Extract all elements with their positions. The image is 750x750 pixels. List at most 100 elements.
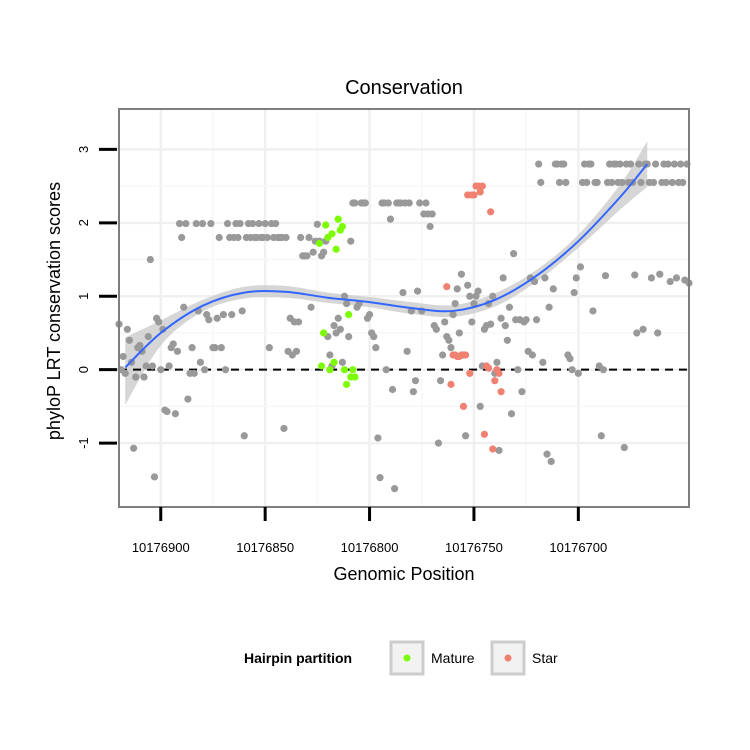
point-other <box>639 325 647 333</box>
point-other <box>432 325 440 333</box>
point-other <box>255 219 263 228</box>
point-mature <box>345 311 353 319</box>
point-other <box>436 377 445 385</box>
point-other <box>169 340 177 348</box>
point-other <box>537 178 545 187</box>
point-other <box>439 351 447 359</box>
y-tick-label: 3 <box>76 146 91 153</box>
point-star <box>466 369 474 377</box>
x-axis: 10176900 10176850 10176800 10176750 10176700 <box>132 507 607 555</box>
point-other <box>501 322 509 330</box>
point-other <box>374 434 382 442</box>
point-mature <box>322 221 330 229</box>
point-other <box>213 314 221 322</box>
legend-label-mature: Mature <box>431 650 475 666</box>
point-other <box>434 439 443 447</box>
point-other <box>409 388 417 396</box>
point-star <box>480 430 488 438</box>
point-other <box>666 277 674 286</box>
x-axis-title: Genomic Position <box>333 564 474 584</box>
point-mature <box>338 222 347 231</box>
point-other <box>670 160 678 168</box>
point-other <box>518 388 526 396</box>
point-other <box>132 373 140 381</box>
point-star <box>461 351 470 359</box>
point-other <box>562 178 570 187</box>
point-other <box>178 233 186 242</box>
point-other <box>576 263 585 271</box>
point-other <box>679 178 687 187</box>
point-other <box>468 318 476 326</box>
legend-key-mature-dot <box>403 654 411 662</box>
y-tick-label: 1 <box>76 293 91 300</box>
point-other <box>391 485 399 493</box>
point-other <box>583 178 591 187</box>
point-other <box>451 299 459 308</box>
point-other <box>303 252 311 260</box>
chart-title: Conservation <box>345 77 463 99</box>
point-other <box>672 274 681 282</box>
point-other <box>635 160 643 168</box>
point-other <box>601 272 610 280</box>
point-star <box>491 377 499 385</box>
point-other <box>539 358 547 366</box>
point-other <box>171 410 179 418</box>
point-star <box>470 191 478 199</box>
x-tick-label: 10176700 <box>549 540 607 555</box>
point-other <box>422 199 430 207</box>
point-other <box>282 233 290 242</box>
point-other <box>457 270 466 278</box>
y-tick-label: 2 <box>76 219 91 226</box>
point-other <box>211 344 219 352</box>
x-tick-label: 10176850 <box>236 540 294 555</box>
point-other <box>616 160 624 168</box>
grid <box>119 109 689 507</box>
point-other <box>236 219 244 228</box>
point-other <box>426 222 434 231</box>
y-tick-label: 0 <box>76 366 91 373</box>
legend: Hairpin partition Mature Star <box>244 640 558 676</box>
point-other <box>466 292 474 300</box>
point-other <box>372 344 380 352</box>
point-other <box>535 160 543 168</box>
point-other <box>121 369 129 377</box>
point-other <box>340 292 349 300</box>
point-mature <box>351 373 359 381</box>
point-other <box>165 362 173 370</box>
point-star <box>447 380 455 388</box>
point-other <box>545 303 553 311</box>
point-other <box>493 358 501 366</box>
point-other <box>338 358 347 366</box>
point-other <box>587 160 595 168</box>
point-other <box>626 160 635 168</box>
point-other <box>261 219 269 228</box>
point-other <box>307 303 315 311</box>
point-other <box>574 369 582 377</box>
smooth-line <box>124 163 649 369</box>
point-other <box>361 199 369 207</box>
point-other <box>190 369 198 377</box>
point-other <box>497 314 505 322</box>
point-star <box>478 182 486 190</box>
point-other <box>608 178 616 187</box>
point-other <box>123 325 131 333</box>
point-other <box>347 237 355 245</box>
point-other <box>507 410 516 418</box>
point-other <box>411 377 420 385</box>
point-other <box>305 233 313 242</box>
point-other <box>568 366 576 374</box>
point-other <box>386 215 395 223</box>
point-other <box>163 407 171 416</box>
plot-frame <box>118 108 690 508</box>
point-other <box>382 366 390 374</box>
point-other <box>549 285 557 293</box>
point-mature <box>340 366 349 374</box>
point-other <box>198 219 207 228</box>
point-other <box>470 299 478 308</box>
point-other <box>192 219 200 228</box>
point-other <box>182 219 190 228</box>
point-other <box>219 311 227 319</box>
point-other <box>647 274 656 282</box>
point-mature <box>330 358 338 366</box>
